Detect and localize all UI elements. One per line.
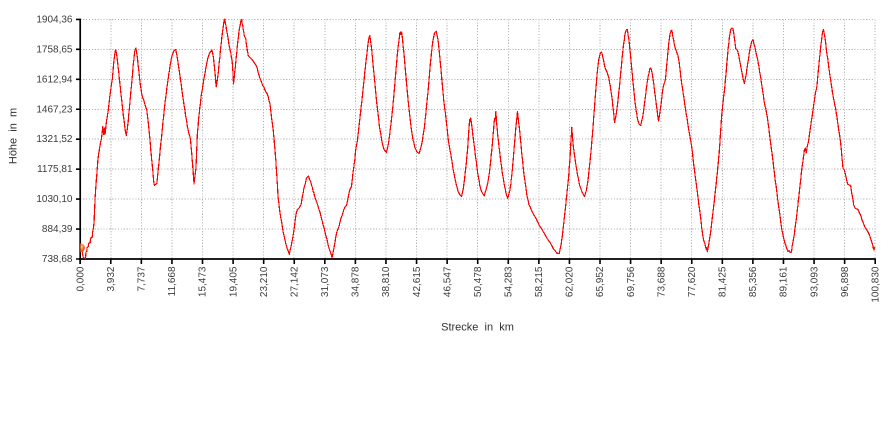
svg-text:1467,23: 1467,23 bbox=[36, 104, 73, 115]
svg-text:69,756: 69,756 bbox=[626, 266, 637, 297]
svg-text:34,878: 34,878 bbox=[351, 266, 362, 297]
svg-text:100,830: 100,830 bbox=[870, 266, 881, 303]
svg-text:46,547: 46,547 bbox=[442, 266, 453, 297]
svg-text:85,356: 85,356 bbox=[748, 266, 759, 297]
svg-text:27,142: 27,142 bbox=[289, 266, 300, 297]
svg-text:62,020: 62,020 bbox=[565, 266, 576, 297]
svg-text:96,898: 96,898 bbox=[840, 266, 851, 297]
svg-text:1904,36: 1904,36 bbox=[36, 14, 73, 25]
svg-text:15,473: 15,473 bbox=[198, 266, 209, 297]
svg-text:11,668: 11,668 bbox=[167, 266, 178, 296]
svg-text:884,39: 884,39 bbox=[42, 224, 73, 235]
svg-text:19,405: 19,405 bbox=[228, 266, 239, 297]
svg-text:81,425: 81,425 bbox=[718, 266, 729, 297]
svg-text:1612,94: 1612,94 bbox=[36, 74, 73, 85]
svg-text:738,68: 738,68 bbox=[42, 254, 73, 265]
svg-text:89,161: 89,161 bbox=[779, 266, 790, 297]
svg-text:54,283: 54,283 bbox=[503, 266, 514, 297]
svg-text:7,737: 7,737 bbox=[137, 266, 148, 291]
svg-text:1030,10: 1030,10 bbox=[36, 194, 73, 205]
svg-text:3,932: 3,932 bbox=[106, 266, 117, 291]
svg-text:38,810: 38,810 bbox=[381, 266, 392, 297]
svg-text:Strecke in km: Strecke in km bbox=[441, 322, 514, 334]
svg-text:23,210: 23,210 bbox=[259, 266, 270, 297]
svg-text:50,478: 50,478 bbox=[473, 266, 484, 297]
svg-text:Höhe in m: Höhe in m bbox=[8, 108, 20, 164]
svg-text:31,073: 31,073 bbox=[320, 266, 331, 297]
svg-text:42,615: 42,615 bbox=[412, 266, 423, 297]
svg-text:1758,65: 1758,65 bbox=[36, 44, 73, 55]
svg-text:77,620: 77,620 bbox=[687, 266, 698, 297]
svg-text:58,215: 58,215 bbox=[534, 266, 545, 297]
svg-text:1175,81: 1175,81 bbox=[37, 164, 73, 175]
svg-text:1321,52: 1321,52 bbox=[36, 134, 73, 145]
svg-text:0,000: 0,000 bbox=[75, 266, 86, 291]
svg-text:65,952: 65,952 bbox=[595, 266, 606, 297]
svg-text:93,093: 93,093 bbox=[809, 266, 820, 297]
svg-text:73,688: 73,688 bbox=[656, 266, 667, 297]
